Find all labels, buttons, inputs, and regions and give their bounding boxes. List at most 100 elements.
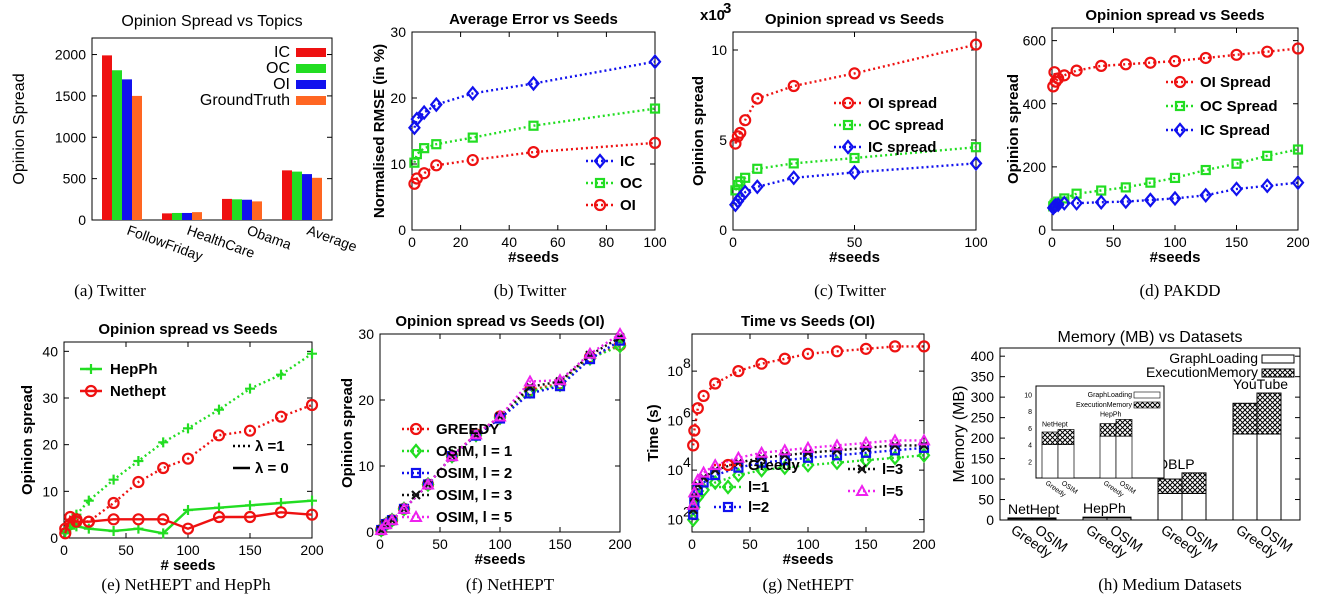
data-point [1231,158,1242,169]
data-point [729,137,742,150]
bar-execution-memory [1232,402,1258,435]
legend-swatch [296,80,326,89]
data-point [243,424,257,437]
y-tick-label: 40 [42,343,58,359]
legend-swatch [1261,354,1295,364]
legend: OI Spread OC Spread IC Spread [1166,74,1278,139]
series-osim-l-2 [376,335,626,536]
chart-d: Opinion spread vs Seeds 0 200 400 600 0 50 100 1… [1005,7,1310,300]
x-tick-label: 0 [729,234,737,250]
y-tick-label: 0 [1038,222,1046,238]
data-point [613,326,627,339]
data-point [528,120,539,131]
data-point [686,497,700,510]
data-point [307,495,317,506]
data-point [583,346,597,359]
chart-title: Memory (MB) vs Datasets [1058,329,1243,346]
data-point [1260,178,1274,194]
data-point [688,424,701,437]
y-tick-label: 1000 [55,129,86,145]
legend-marker [409,422,423,436]
x-tick-label: 150 [238,542,262,558]
data-point [429,96,443,113]
series-line [413,107,656,164]
inset-dataset-label: NetHept [1042,421,1068,428]
data-point [132,513,145,526]
data-point [525,382,535,392]
legend-label: λ =1 [255,438,285,455]
data-point [750,179,764,195]
y-axis-label: Memory (MB) [951,386,968,483]
data-point [969,155,983,172]
bar [232,199,242,220]
y-tick-label: 30 [390,24,406,40]
y-tick-label: 400 [971,348,995,364]
x-tick-label: 100 [488,536,512,552]
legend-label: OC [266,60,290,77]
data-point [1119,58,1132,71]
x-tick-label: 0 [60,542,68,558]
inset-legend-swatch [1133,391,1161,399]
chart-caption: (d) PAKDD [1139,281,1220,300]
data-point [1057,195,1071,211]
inset-y-tick-label: 6 [1028,426,1032,433]
y-tick-label: 20 [42,437,58,453]
data-point [245,383,255,394]
legend-label: GroundTruth [200,92,290,109]
series-line [1052,148,1299,208]
bar-graph-loading [1256,433,1282,521]
data-point [274,506,288,519]
data-point [1095,59,1108,72]
data-point [132,475,145,489]
bar [172,212,182,220]
y-tick-label: 0 [986,512,994,528]
data-point [1262,150,1273,161]
series-line [692,345,924,446]
data-point [691,402,704,415]
x-tick-label: 100 [964,234,988,250]
data-point [157,461,170,475]
chart-h: Memory (MB) vs Datasets 0 50 100 150 200 250 30… [951,329,1301,594]
x-tick-label: 50 [1106,234,1122,250]
data-point [917,340,931,353]
data-point [1199,51,1212,65]
x-tick-label: 200 [912,536,936,552]
data-point [1051,197,1065,213]
data-point [1094,194,1108,210]
series-osim-l-1 [374,338,627,538]
y-tick-label: 10 [390,156,406,172]
data-point [411,149,422,160]
data-point [969,38,983,51]
y-tick-label: 200 [1023,159,1047,175]
series-oc-spread [730,142,982,196]
legend-label: OI [620,197,636,214]
inset-bar-graph-loading [1041,444,1059,479]
y-tick-exp: 6 [683,405,691,421]
data-point [1261,45,1274,58]
data-point [970,142,982,153]
data-point [1143,192,1157,208]
legend-marker [86,364,96,374]
data-point [305,398,319,412]
chart-b: Average Error vs Seeds 0 10 20 30 0 20 40 60 80 10… [371,11,667,300]
legend-label: OSIM, l = 5 [436,509,512,526]
y-tick-label: 0 [50,530,58,546]
bar [182,212,192,220]
legend-label: OSIM, l = 2 [436,465,512,482]
data-point [274,410,288,423]
data-point [1168,55,1182,68]
bar-graph-loading [1181,492,1207,521]
chart-g: Time vs Seeds (OI)10 210 410 610 80 50 100 150 2… [645,313,936,594]
bar [162,213,172,220]
data-point [1169,172,1181,184]
data-point [848,67,861,80]
plot-frame [411,31,656,231]
legend-swatch [296,96,326,105]
y-tick-base: 10 [667,363,683,379]
data-point [108,474,119,485]
y-tick-base: 10 [667,413,683,429]
data-point [778,352,791,365]
data-point [787,170,801,186]
x-tick-label: 50 [847,234,863,250]
data-point [787,79,800,93]
